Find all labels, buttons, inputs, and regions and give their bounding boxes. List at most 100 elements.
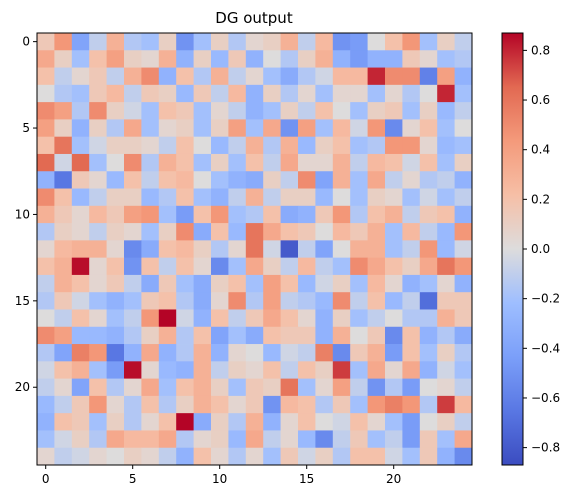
heatmap-cell — [419, 292, 438, 310]
heatmap-cell — [176, 292, 194, 310]
heatmap-cell — [437, 344, 455, 362]
heatmap-cell — [350, 413, 368, 431]
heatmap-cell — [454, 205, 473, 224]
heatmap-cell — [228, 274, 247, 293]
heatmap-cell — [158, 223, 177, 241]
heatmap-cell — [385, 274, 403, 293]
heatmap-cell — [37, 378, 55, 397]
heatmap-cell — [141, 240, 160, 259]
heatmap-cell — [141, 274, 160, 293]
heatmap-cell — [332, 50, 351, 68]
heatmap-cell — [419, 102, 438, 120]
heatmap-cell — [176, 84, 194, 103]
heatmap-cell — [419, 344, 438, 362]
heatmap-cell — [71, 430, 90, 449]
chart-title: DG output — [215, 9, 293, 27]
heatmap-cell — [141, 309, 160, 328]
heatmap-cell — [367, 102, 386, 120]
heatmap-cell — [176, 447, 194, 466]
heatmap-cell — [437, 447, 455, 466]
heatmap-cell — [245, 67, 264, 86]
colorbar-tick-label: −0.2 — [531, 292, 560, 306]
heatmap-cell — [158, 257, 177, 276]
heatmap-cell — [367, 292, 386, 310]
heatmap-cell — [141, 50, 160, 68]
heatmap-cell — [454, 274, 473, 293]
heatmap-cell — [454, 102, 473, 120]
heatmap-cell — [385, 257, 403, 276]
heatmap-cell — [211, 223, 229, 241]
heatmap-cell — [176, 257, 194, 276]
heatmap-cell — [228, 361, 247, 379]
heatmap-cell — [385, 171, 403, 189]
heatmap-cell — [141, 223, 160, 241]
heatmap-cell — [193, 413, 212, 431]
heatmap-cell — [158, 326, 177, 345]
heatmap-cell — [298, 447, 316, 466]
heatmap-cell — [245, 171, 264, 189]
heatmap-cell — [54, 223, 73, 241]
colorbar-tick-label: 0.2 — [531, 192, 550, 206]
heatmap-cell — [385, 344, 403, 362]
heatmap-cell — [54, 447, 73, 466]
heatmap-cell — [89, 223, 107, 241]
heatmap-cell — [228, 430, 247, 449]
heatmap-cell — [350, 188, 368, 207]
heatmap-cell — [437, 430, 455, 449]
heatmap-cell — [71, 153, 90, 172]
heatmap-cell — [298, 50, 316, 68]
heatmap-cell — [71, 447, 90, 466]
heatmap-cell — [315, 257, 334, 276]
heatmap-cell — [193, 447, 212, 466]
heatmap-cell — [315, 292, 334, 310]
heatmap-cell — [315, 395, 334, 414]
heatmap-cell — [280, 430, 299, 449]
heatmap-cell — [280, 361, 299, 379]
heatmap-cell — [332, 153, 351, 172]
heatmap-cell — [124, 378, 142, 397]
heatmap-cell — [54, 378, 73, 397]
heatmap-cell — [71, 361, 90, 379]
heatmap-cell — [419, 119, 438, 138]
heatmap-cell — [37, 292, 55, 310]
heatmap-cell — [454, 153, 473, 172]
heatmap-cell — [245, 119, 264, 138]
heatmap-cell — [193, 102, 212, 120]
heatmap-cell — [385, 50, 403, 68]
heatmap-cell — [437, 171, 455, 189]
heatmap-cell — [402, 309, 421, 328]
y-tick-label: 10 — [15, 207, 30, 221]
heatmap-cell — [37, 188, 55, 207]
heatmap-cell — [211, 447, 229, 466]
heatmap-cell — [280, 447, 299, 466]
heatmap-cell — [298, 344, 316, 362]
heatmap-cell — [193, 223, 212, 241]
heatmap-cell — [141, 344, 160, 362]
heatmap-cell — [385, 119, 403, 138]
heatmap-cell — [385, 205, 403, 224]
heatmap-cell — [367, 430, 386, 449]
heatmap-cell — [367, 136, 386, 155]
heatmap-cell — [350, 240, 368, 259]
heatmap-cell — [332, 102, 351, 120]
y-tick-label: 15 — [15, 294, 30, 308]
heatmap-cell — [89, 84, 107, 103]
heatmap-cell — [315, 188, 334, 207]
heatmap-cell — [263, 292, 281, 310]
heatmap-cell — [54, 67, 73, 86]
heatmap-cell — [315, 84, 334, 103]
heatmap-cell — [158, 153, 177, 172]
heatmap-cell — [106, 395, 125, 414]
heatmap-cell — [71, 67, 90, 86]
heatmap-cell — [211, 33, 229, 51]
heatmap-cell — [263, 136, 281, 155]
heatmap-cell — [37, 309, 55, 328]
heatmap-cell — [141, 136, 160, 155]
x-tick-label: 20 — [386, 472, 401, 486]
heatmap-cell — [298, 188, 316, 207]
heatmap-cell — [454, 50, 473, 68]
heatmap-cell — [211, 326, 229, 345]
heatmap-cell — [315, 361, 334, 379]
heatmap-cell — [228, 153, 247, 172]
heatmap-cell — [385, 378, 403, 397]
